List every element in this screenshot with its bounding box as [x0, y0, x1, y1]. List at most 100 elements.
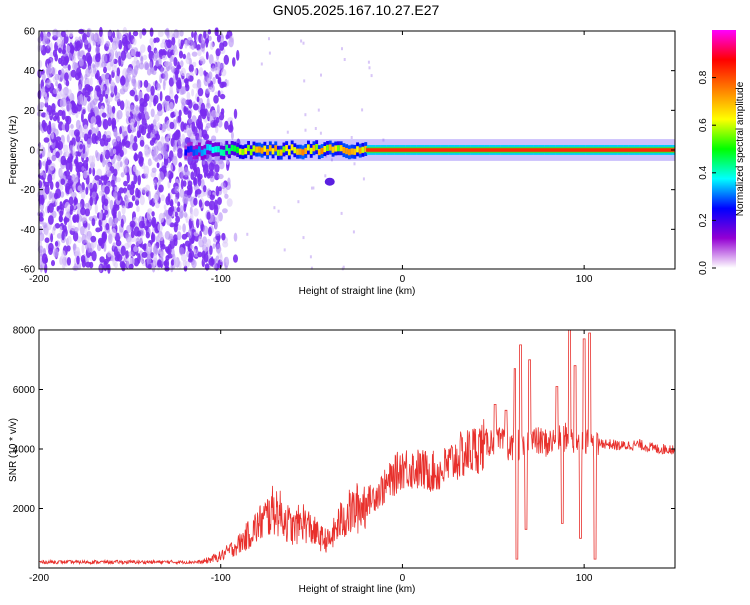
noise-speck: [215, 73, 219, 80]
band-core: [304, 147, 308, 154]
noise-speck: [113, 148, 117, 154]
noise-speck: [59, 214, 63, 223]
noise-speck: [350, 136, 353, 139]
noise-speck: [207, 86, 213, 93]
noise-speck: [61, 230, 65, 241]
noise-speck: [150, 123, 154, 131]
noise-speck: [141, 28, 147, 36]
noise-speck: [67, 89, 73, 100]
noise-speck: [225, 256, 229, 267]
noise-speck: [140, 55, 144, 62]
noise-speck: [137, 253, 141, 264]
noise-speck: [162, 80, 166, 91]
noise-speck: [130, 46, 137, 57]
noise-speck: [76, 255, 80, 265]
x-tick-label: 100: [576, 274, 593, 285]
band-core: [255, 146, 259, 153]
noise-speck: [136, 205, 140, 213]
noise-speck: [146, 209, 151, 221]
noise-speck: [177, 148, 183, 154]
noise-speck: [145, 111, 150, 121]
noise-speck: [98, 190, 104, 197]
noise-speck: [176, 206, 181, 213]
colorbar-gradient: [712, 30, 736, 268]
band-core: [195, 148, 199, 156]
noise-speck: [49, 181, 54, 190]
noise-speck: [167, 133, 172, 139]
noise-speck: [195, 189, 202, 195]
noise-speck: [224, 193, 229, 199]
band-core: [187, 146, 190, 153]
y-tick-label: 2000: [13, 504, 36, 515]
band-core: [236, 146, 240, 154]
noise-speck: [137, 51, 141, 58]
noise-speck: [55, 181, 60, 189]
noise-speck: [66, 134, 70, 143]
noise-speck: [80, 207, 86, 216]
noise-speck: [153, 37, 157, 44]
noise-speck: [165, 120, 172, 131]
noise-speck: [216, 34, 222, 43]
noise-speck: [77, 95, 83, 105]
noise-speck: [286, 130, 289, 134]
noise-speck: [180, 67, 186, 77]
noise-speck: [362, 177, 365, 181]
noise-speck: [81, 259, 86, 268]
noise-speck: [173, 48, 179, 56]
noise-speck: [163, 70, 169, 81]
noise-speck: [55, 80, 59, 87]
noise-speck: [106, 62, 112, 71]
noise-speck: [99, 26, 103, 38]
noise-speck: [164, 136, 170, 145]
noise-speck: [205, 122, 211, 129]
noise-speck: [161, 55, 168, 61]
noise-speck: [158, 212, 165, 223]
noise-speck: [203, 30, 207, 39]
noise-speck: [183, 78, 189, 84]
noise-speck: [216, 104, 220, 114]
noise-speck: [133, 135, 138, 143]
x-tick-label: -200: [29, 573, 49, 584]
noise-speck: [198, 67, 204, 77]
noise-speck: [150, 40, 154, 50]
noise-speck: [89, 196, 93, 206]
noise-speck: [102, 134, 107, 142]
band-core: [331, 146, 335, 153]
noise-speck: [183, 105, 187, 113]
noise-speck: [136, 130, 141, 139]
noise-speck: [179, 247, 185, 256]
noise-speck: [213, 95, 219, 104]
y-tick-label: 8000: [13, 326, 36, 337]
noise-speck: [219, 93, 226, 100]
noise-speck: [104, 185, 110, 195]
y-tick-label: 6000: [13, 385, 36, 396]
noise-speck: [184, 240, 191, 247]
noise-speck: [325, 154, 328, 158]
noise-speck: [58, 57, 62, 65]
noise-speck: [57, 109, 64, 116]
noise-speck: [185, 54, 191, 65]
noise-speck: [51, 109, 56, 116]
noise-speck: [152, 245, 158, 256]
noise-speck: [163, 50, 168, 56]
noise-speck: [168, 207, 173, 217]
noise-speck: [158, 57, 162, 66]
band-core: [214, 146, 218, 153]
noise-speck: [177, 38, 181, 48]
noise-speck: [233, 232, 238, 242]
noise-speck: [143, 147, 149, 153]
noise-speck: [164, 95, 171, 102]
noise-speck: [169, 200, 174, 207]
noise-speck: [49, 163, 55, 171]
noise-speck: [68, 30, 74, 38]
noise-speck: [100, 153, 103, 163]
noise-speck: [39, 170, 44, 176]
noise-speck: [81, 243, 85, 254]
noise-speck: [160, 42, 165, 49]
noise-speck: [44, 263, 48, 274]
band-core: [189, 145, 193, 152]
noise-speck: [77, 185, 82, 192]
noise-speck: [215, 125, 219, 134]
noise-speck: [161, 165, 167, 174]
noise-speck: [226, 159, 229, 166]
